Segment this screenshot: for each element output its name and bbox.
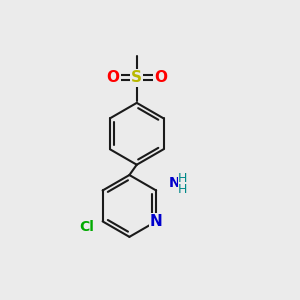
Text: Cl: Cl (79, 220, 94, 234)
Text: O: O (154, 70, 167, 86)
Text: N: N (169, 176, 180, 190)
Text: O: O (107, 70, 120, 86)
Text: S: S (131, 70, 142, 86)
Text: N: N (150, 214, 163, 229)
Text: H: H (178, 172, 187, 185)
Text: H: H (178, 183, 187, 196)
